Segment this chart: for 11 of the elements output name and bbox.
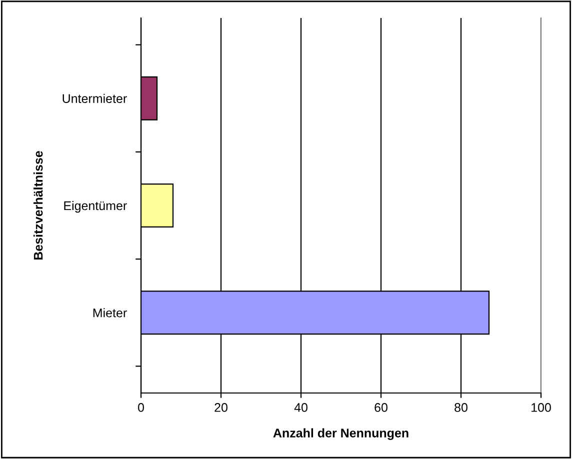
y-tick-label: Mieter <box>93 308 127 318</box>
x-axis-title: Anzahl der Nennungen <box>273 428 408 440</box>
y-tick-label: Eigentümer <box>64 200 127 213</box>
y-axis-title: Besitzverhältnisse <box>34 151 43 260</box>
x-tick-label: 40 <box>294 403 308 412</box>
x-tick-label: 20 <box>214 403 228 412</box>
x-tick-label: 0 <box>138 403 144 412</box>
x-tick-label: 100 <box>532 403 551 412</box>
x-tick-label: 80 <box>454 403 468 412</box>
y-tick-label: Untermieter <box>62 94 127 104</box>
x-tick-label: 60 <box>374 403 388 412</box>
